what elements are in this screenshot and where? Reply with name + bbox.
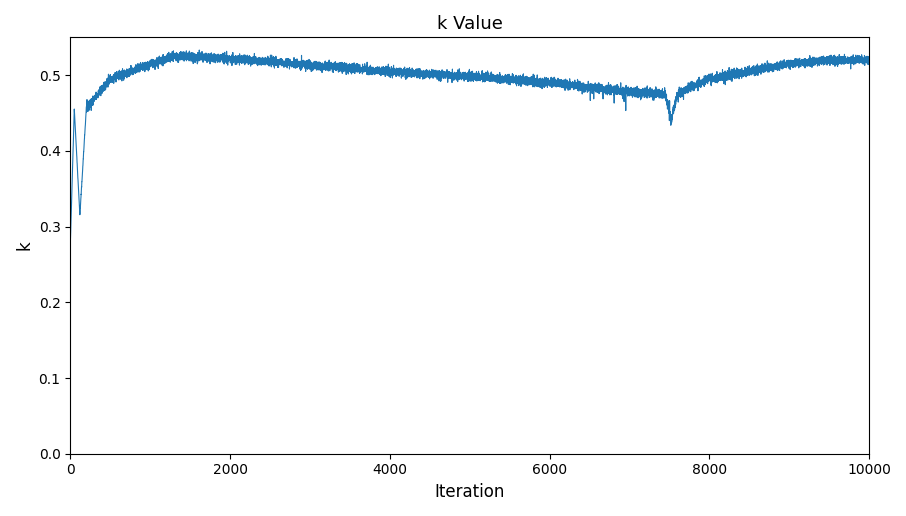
Y-axis label: k: k [15, 240, 33, 250]
Title: k Value: k Value [437, 15, 503, 33]
X-axis label: Iteration: Iteration [435, 483, 505, 501]
